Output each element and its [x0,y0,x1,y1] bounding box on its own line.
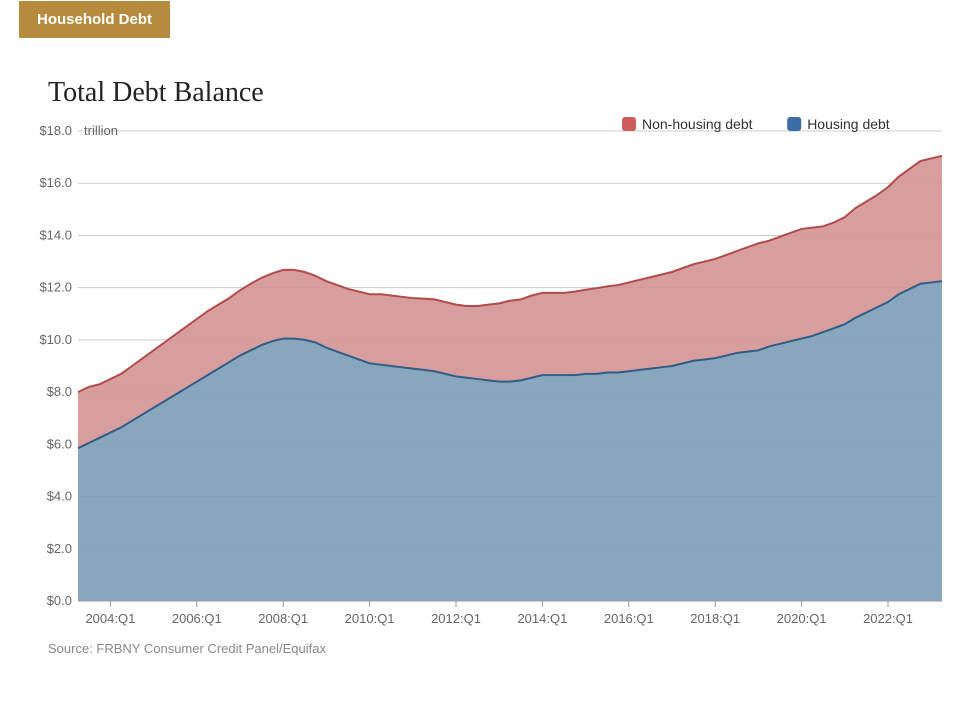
svg-text:$14.0: $14.0 [39,227,72,242]
svg-text:$10.0: $10.0 [39,332,72,347]
chart-panel: Total Debt Balance $0.0$2.0$4.0$6.0$8.0$… [0,39,964,668]
svg-text:2016:Q1: 2016:Q1 [604,611,654,626]
tab-bar: Household Debt [0,0,964,39]
svg-text:$18.0: $18.0 [39,123,72,138]
chart-svg: $0.0 $2.0 $4.0 $6.0 $8.0 $10.0 $12.0 $14.0 $16.0… [18,117,946,637]
svg-text:trillion: trillion [84,123,118,138]
svg-text:$6.0: $6.0 [47,436,72,451]
tab-household-debt[interactable]: Household Debt [18,0,171,39]
area-chart: $0.0 $2.0 $4.0 $6.0 $8.0 $10.0 $12.0 $14.0 $16.0… [18,117,946,637]
svg-text:2022:Q1: 2022:Q1 [863,611,913,626]
svg-text:$4.0: $4.0 [47,489,72,504]
svg-text:2004:Q1: 2004:Q1 [85,611,135,626]
svg-text:$12.0: $12.0 [39,280,72,295]
svg-text:Housing debt: Housing debt [807,117,890,132]
svg-text:2006:Q1: 2006:Q1 [172,611,222,626]
svg-text:2012:Q1: 2012:Q1 [431,611,481,626]
svg-text:$0.0: $0.0 [47,593,72,608]
svg-text:$16.0: $16.0 [39,175,72,190]
svg-text:2010:Q1: 2010:Q1 [345,611,395,626]
chart-title: Total Debt Balance [48,77,946,109]
svg-text:2008:Q1: 2008:Q1 [258,611,308,626]
svg-text:2018:Q1: 2018:Q1 [690,611,740,626]
svg-text:2020:Q1: 2020:Q1 [777,611,827,626]
svg-text:2014:Q1: 2014:Q1 [517,611,567,626]
source-text: Source: FRBNY Consumer Credit Panel/Equi… [48,641,946,656]
svg-text:Non-housing debt: Non-housing debt [642,117,753,132]
svg-text:$8.0: $8.0 [47,384,72,399]
svg-text:$2.0: $2.0 [47,541,72,556]
